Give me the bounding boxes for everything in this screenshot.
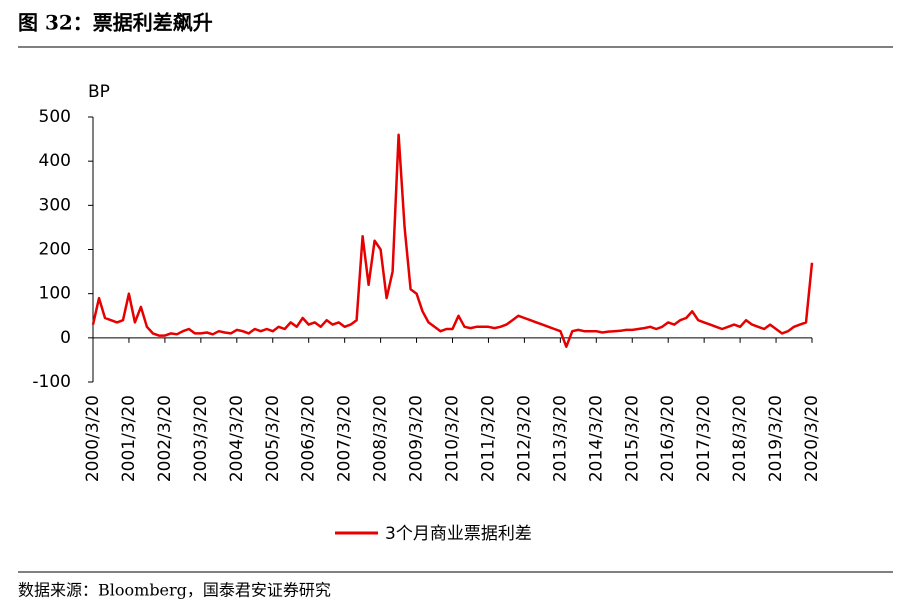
x-tick-label: 2001/3/20 xyxy=(119,395,139,482)
source: 数据来源：Bloomberg，国泰君安证券研究 xyxy=(18,581,331,600)
x-tick-label: 2017/3/20 xyxy=(694,395,714,482)
chart-title: 图 32：票据利差飙升 xyxy=(18,11,213,35)
x-tick-label: 2014/3/20 xyxy=(586,395,606,482)
x-tick-label: 2007/3/20 xyxy=(335,395,355,482)
x-tick-label: 2015/3/20 xyxy=(622,395,642,482)
y-tick-label: 300 xyxy=(39,195,71,215)
x-tick-label: 2020/3/20 xyxy=(802,395,822,482)
x-tick-label: 2000/3/20 xyxy=(83,395,103,482)
x-tick-label: 2019/3/20 xyxy=(766,395,786,482)
x-tick-label: 2004/3/20 xyxy=(227,395,247,482)
legend-label: 3个月商业票据利差 xyxy=(385,524,532,544)
x-tick-label: 2016/3/20 xyxy=(658,395,678,482)
x-tick-label: 2009/3/20 xyxy=(407,395,427,482)
y-tick-label: 400 xyxy=(39,151,71,171)
x-tick-label: 2005/3/20 xyxy=(263,395,283,482)
y-tick-label: 200 xyxy=(39,240,71,260)
y-tick-label: 500 xyxy=(39,107,71,127)
x-tick-label: 2013/3/20 xyxy=(550,395,570,482)
y-axis-label: BP xyxy=(88,82,110,102)
x-tick-label: 2010/3/20 xyxy=(443,395,463,482)
line-series xyxy=(91,133,814,348)
x-tick-label: 2011/3/20 xyxy=(478,395,498,482)
x-tick-label: 2008/3/20 xyxy=(371,395,391,482)
x-tick-label: 2003/3/20 xyxy=(191,395,211,482)
y-tick-label: 0 xyxy=(60,328,71,348)
x-tick-label: 2012/3/20 xyxy=(514,395,534,482)
x-tick-label: 2006/3/20 xyxy=(299,395,319,482)
y-tick-label: -100 xyxy=(32,372,71,392)
y-tick-label: 100 xyxy=(39,284,71,304)
x-tick-label: 2018/3/20 xyxy=(730,395,750,482)
x-tick-label: 2002/3/20 xyxy=(155,395,175,482)
